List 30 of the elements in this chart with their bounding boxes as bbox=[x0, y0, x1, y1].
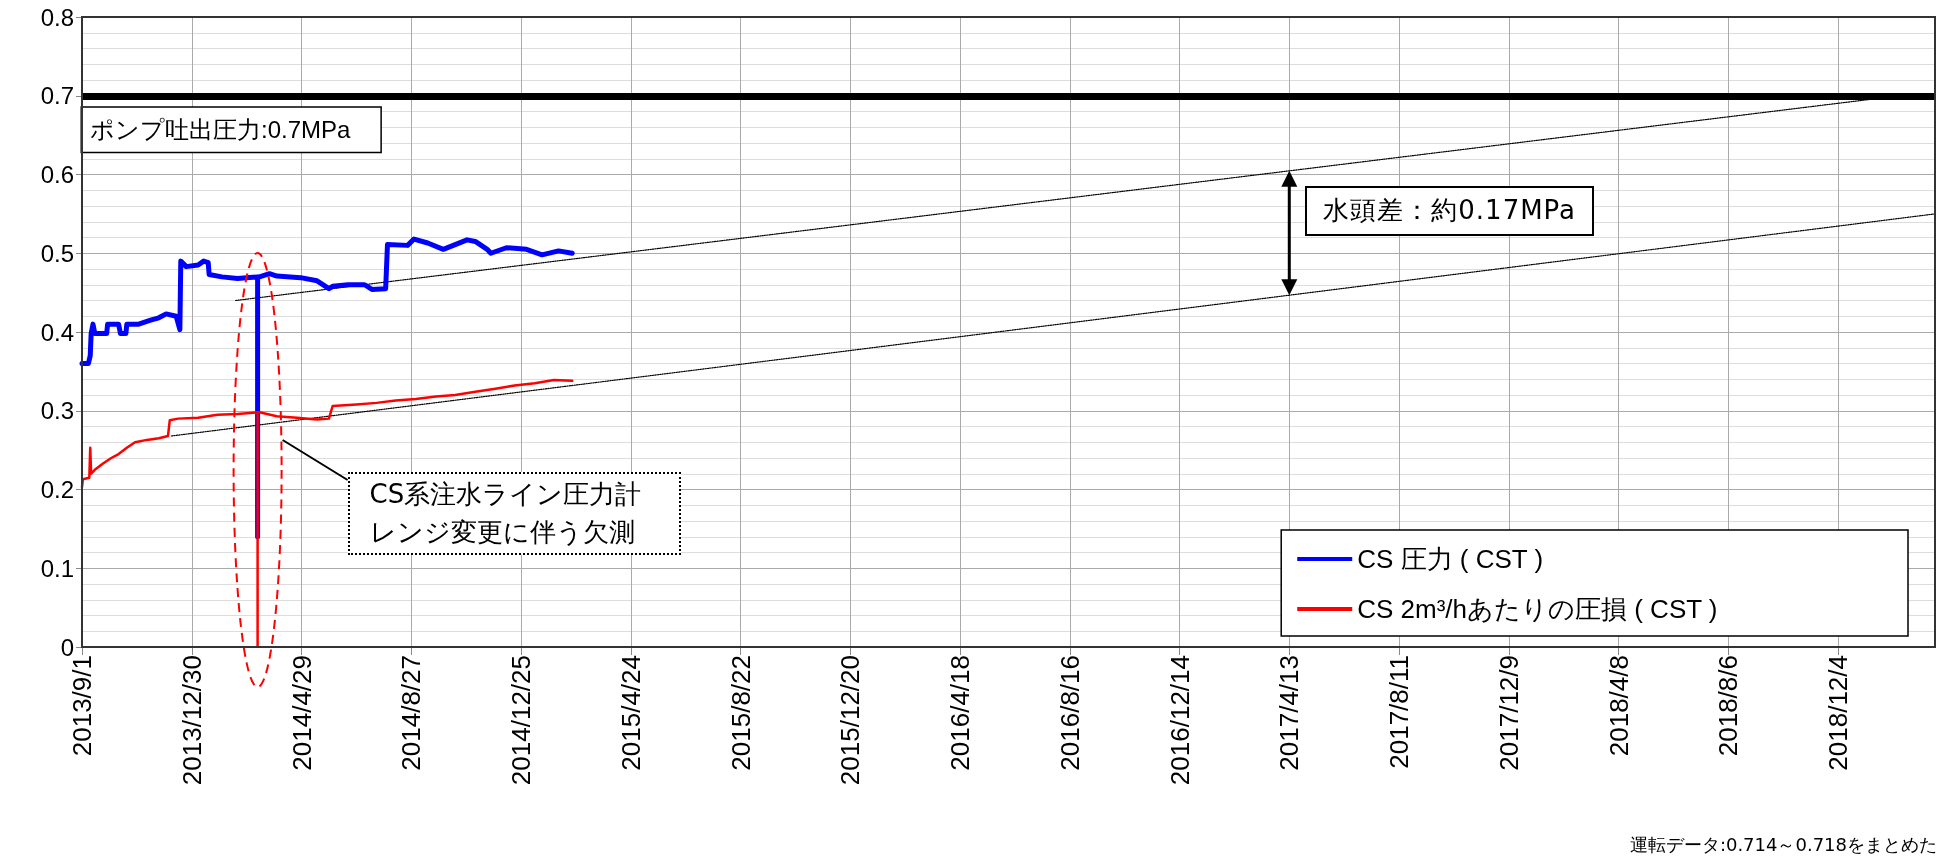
y-tick-label: 0.8 bbox=[40, 3, 74, 31]
x-tick-label: 2015/12/20 bbox=[835, 655, 866, 786]
legend-label: CS 2m³/hあたりの圧損 ( CST ) bbox=[1357, 594, 1718, 624]
legend-label: CS 圧力 ( CST ) bbox=[1357, 544, 1544, 574]
x-tick-label: 2016/8/16 bbox=[1054, 655, 1085, 771]
x-tick-label: 2014/12/25 bbox=[506, 655, 537, 786]
x-tick-label: 2018/4/8 bbox=[1603, 655, 1634, 757]
x-tick-label: 2018/8/6 bbox=[1713, 655, 1744, 757]
y-tick-label: 0.7 bbox=[40, 82, 74, 110]
y-tick-label: 0.2 bbox=[40, 476, 74, 503]
x-tick-label: 2018/12/4 bbox=[1823, 655, 1854, 771]
x-tick-label: 2017/12/9 bbox=[1493, 655, 1524, 771]
ref-line-label: ポンプ吐出圧力:0.7MPa bbox=[90, 116, 352, 144]
text: 運転データ:0.714～0.718をまとめた bbox=[1629, 834, 1937, 856]
x-tick-label: 2014/8/27 bbox=[396, 655, 427, 771]
x-tick-label: 2015/8/22 bbox=[725, 655, 756, 771]
y-tick-label: 0.5 bbox=[40, 239, 74, 267]
annotation: 水頭差：約0.17MPa bbox=[1305, 186, 1595, 237]
x-tick-label: 2016/4/18 bbox=[945, 655, 976, 771]
y-tick-label: 0.4 bbox=[40, 318, 74, 346]
y-tick-label: 0.1 bbox=[40, 554, 74, 582]
annotation: CS系注水ライン圧力計レンジ変更に伴う欠測 bbox=[347, 472, 681, 556]
x-tick-label: 2017/8/11 bbox=[1384, 655, 1415, 769]
x-tick-label: 2015/4/24 bbox=[615, 655, 646, 771]
y-tick-label: 0.3 bbox=[40, 397, 74, 425]
y-tick-label: 0.6 bbox=[40, 161, 74, 188]
x-tick-label: 2013/12/30 bbox=[176, 655, 207, 786]
x-tick-label: 2017/4/13 bbox=[1274, 655, 1305, 771]
x-tick-label: 2016/12/14 bbox=[1164, 655, 1195, 786]
x-tick-label: 2014/4/29 bbox=[286, 655, 317, 771]
